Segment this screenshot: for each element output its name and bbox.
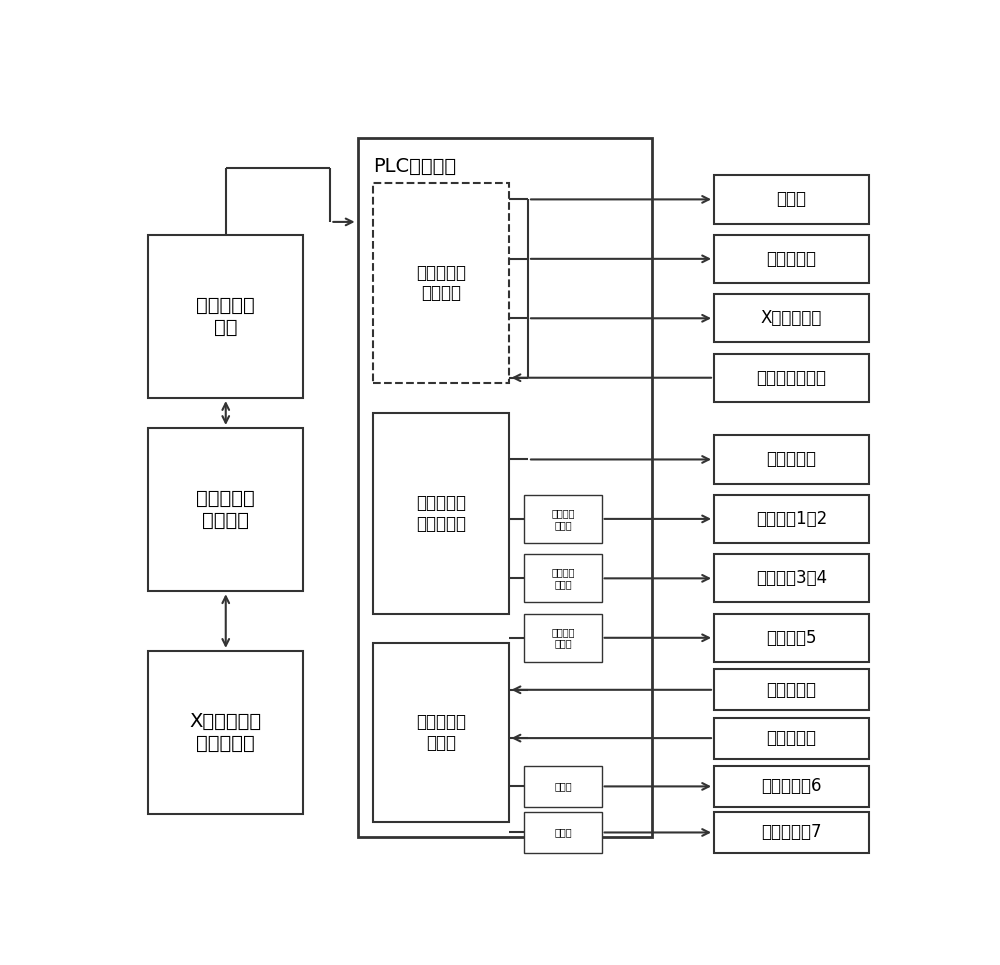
Bar	[714, 670, 869, 710]
Bar	[714, 353, 869, 401]
Text: 高速电磁阀: 高速电磁阀	[767, 451, 816, 468]
Bar	[714, 495, 869, 543]
Text: 三自由度气
动分选系统: 三自由度气 动分选系统	[416, 494, 466, 533]
Text: 振动给料器: 振动给料器	[767, 250, 816, 268]
Bar	[714, 554, 869, 602]
Bar	[373, 644, 509, 822]
Bar	[714, 614, 869, 662]
Text: 步进电机5: 步进电机5	[766, 629, 817, 647]
Bar	[714, 234, 869, 283]
Text: 左微动开关: 左微动开关	[767, 680, 816, 699]
Text: X射线源电源: X射线源电源	[761, 309, 822, 327]
Bar	[524, 614, 602, 662]
Text: 皮带机: 皮带机	[776, 190, 806, 208]
Text: 数据处理、
传输系统: 数据处理、 传输系统	[196, 489, 255, 530]
Text: 左步进电机6: 左步进电机6	[761, 778, 822, 795]
Text: 铅板防护罩状态: 铅板防护罩状态	[757, 369, 826, 387]
Text: 右微动开关: 右微动开关	[767, 730, 816, 747]
Bar	[524, 495, 602, 543]
Bar	[373, 413, 509, 614]
Text: 上下调节
驱动器: 上下调节 驱动器	[551, 567, 575, 590]
Text: 步进电机1、2: 步进电机1、2	[756, 510, 827, 528]
Bar	[714, 718, 869, 758]
Bar	[714, 435, 869, 483]
Bar	[358, 138, 652, 837]
Text: 步进电机3、4: 步进电机3、4	[756, 569, 827, 588]
Bar	[714, 812, 869, 853]
Bar	[524, 812, 602, 853]
Text: 右步进电机7: 右步进电机7	[761, 823, 822, 841]
Text: PLC控制系统: PLC控制系统	[373, 156, 456, 176]
Bar	[148, 650, 303, 814]
Text: 俯角调节
驱动器: 俯角调节 驱动器	[551, 627, 575, 648]
Text: 驱动器: 驱动器	[554, 827, 572, 838]
Text: 上位机控制
系统: 上位机控制 系统	[196, 296, 255, 337]
Bar	[714, 176, 869, 224]
Bar	[714, 294, 869, 343]
Bar	[524, 766, 602, 807]
Bar	[524, 554, 602, 602]
Bar	[714, 766, 869, 807]
Text: 皮带自动纠
偏系统: 皮带自动纠 偏系统	[416, 713, 466, 752]
Bar	[148, 427, 303, 592]
Bar	[373, 182, 509, 383]
Text: 联动及安全
防护系统: 联动及安全 防护系统	[416, 263, 466, 302]
Text: 前后调节
驱动器: 前后调节 驱动器	[551, 509, 575, 530]
Text: 驱动器: 驱动器	[554, 782, 572, 791]
Bar	[148, 234, 303, 399]
Text: X射线透射数
据采集系统: X射线透射数 据采集系统	[190, 712, 262, 753]
